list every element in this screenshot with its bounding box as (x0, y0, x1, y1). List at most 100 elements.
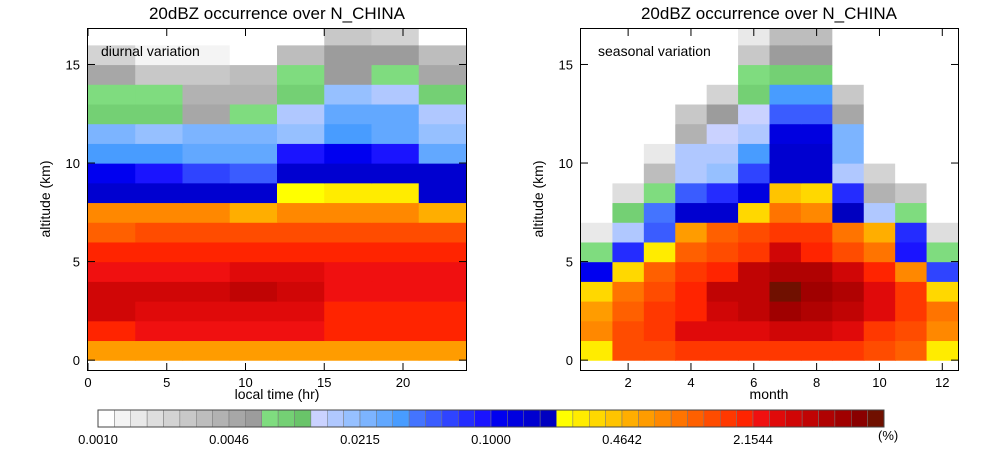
heatmap-cell (926, 103, 959, 125)
heatmap-cell (182, 29, 231, 46)
heatmap-cell (277, 29, 325, 46)
heatmap-cell (863, 143, 896, 164)
heatmap-cell (135, 123, 184, 144)
heatmap-cell (229, 241, 278, 263)
heatmap-cell (277, 84, 325, 105)
x-tick-label: 6 (750, 375, 757, 390)
heatmap-cell (581, 29, 614, 46)
heatmap-cell (418, 123, 467, 144)
heatmap-cell (643, 123, 676, 144)
heatmap-cell (706, 103, 739, 125)
heatmap-cell (706, 143, 739, 164)
heatmap-cell (675, 340, 708, 361)
heatmap-cell (800, 29, 833, 46)
heatmap-cell (832, 222, 865, 243)
heatmap-cell (926, 64, 959, 85)
y-tick-label: 0 (566, 353, 573, 368)
heatmap-cell (769, 84, 802, 105)
heatmap-cell (675, 29, 708, 46)
heatmap-cell (581, 320, 614, 342)
heatmap-cell (643, 143, 676, 164)
heatmap-cell (277, 182, 325, 204)
heatmap-cell (738, 64, 771, 85)
colorbar-swatch (408, 409, 426, 428)
panel-diurnal: 20dBZ occurrence over N_CHINA 0 5 10 15 20 0 5… (37, 4, 467, 402)
heatmap-cell (371, 163, 420, 184)
heatmap-cell (738, 301, 771, 322)
heatmap-cell (738, 261, 771, 282)
heatmap-cell (769, 143, 802, 164)
heatmap-cell (88, 64, 136, 85)
heatmap-cell (182, 103, 231, 125)
heatmap-cell (418, 103, 467, 125)
heatmap-cell (324, 320, 373, 342)
colorbar-swatch (720, 409, 737, 428)
colorbar-swatch (359, 409, 377, 428)
colorbar-tick-label: 0.0215 (340, 432, 380, 447)
heatmap-cell (371, 182, 420, 204)
heatmap-cell (418, 182, 467, 204)
heatmap-cell (832, 163, 865, 184)
heatmap-cell (832, 84, 865, 105)
heatmap-cell (895, 222, 928, 243)
heatmap-cell (324, 29, 373, 46)
heatmap-cell (706, 301, 739, 322)
plot-frame (87, 28, 467, 371)
colorbar-swatch (228, 409, 246, 428)
colorbar-swatch (654, 409, 672, 428)
heatmap-cell (895, 29, 928, 46)
heatmap-cell (769, 44, 802, 66)
heatmap-cell (832, 320, 865, 342)
heatmap-cell (371, 64, 420, 85)
heatmap-cell (324, 182, 373, 204)
heatmap-cell (88, 320, 136, 342)
heatmap-cell (324, 123, 373, 144)
heatmap-cell (675, 84, 708, 105)
heatmap-cell (88, 340, 136, 361)
heatmap-cell (800, 261, 833, 282)
heatmap-cell (863, 123, 896, 144)
heatmap-cell (418, 163, 467, 184)
colorbar-swatch (458, 409, 475, 428)
heatmap-cell (800, 44, 833, 66)
heatmap-cell (612, 84, 645, 105)
heatmap-cell (324, 163, 373, 184)
heatmap-cell (88, 44, 136, 66)
heatmap-cell (769, 163, 802, 184)
heatmap-cell (926, 143, 959, 164)
heatmap-cell (371, 29, 420, 46)
heatmap-cell (643, 84, 676, 105)
heatmap-cell (182, 261, 231, 282)
heatmap-cell (277, 320, 325, 342)
heatmap-cell (643, 301, 676, 322)
heatmap-cell (675, 320, 708, 342)
heatmap-cell (612, 222, 645, 243)
heatmap-cell (324, 281, 373, 302)
colorbar-swatch (621, 409, 639, 428)
heatmap-cell (418, 84, 467, 105)
heatmap-cell (926, 320, 959, 342)
heatmap-cell (277, 143, 325, 164)
heatmap-cell (324, 44, 373, 66)
colorbar-swatch (539, 409, 557, 428)
heatmap-cell (895, 340, 928, 361)
colorbar-swatch (703, 409, 721, 428)
colorbar-swatch (523, 409, 541, 428)
heatmap-cell (229, 163, 278, 184)
colorbar-swatch (785, 409, 803, 428)
heatmap-cell (895, 123, 928, 144)
heatmap-cell (135, 44, 184, 66)
heatmap-cell (612, 241, 645, 263)
colorbar-tick-label: 0.1000 (471, 432, 511, 447)
heatmap-cell (581, 123, 614, 144)
heatmap-cell (371, 340, 420, 361)
heatmap-cell (643, 64, 676, 85)
heatmap-cell (643, 182, 676, 204)
heatmap-cell (135, 64, 184, 85)
heatmap-cell (135, 103, 184, 125)
heatmap-cell (863, 281, 896, 302)
heatmap-cell (832, 261, 865, 282)
heatmap-cell (612, 103, 645, 125)
heatmap-cell (324, 340, 373, 361)
heatmap-cell (581, 241, 614, 263)
